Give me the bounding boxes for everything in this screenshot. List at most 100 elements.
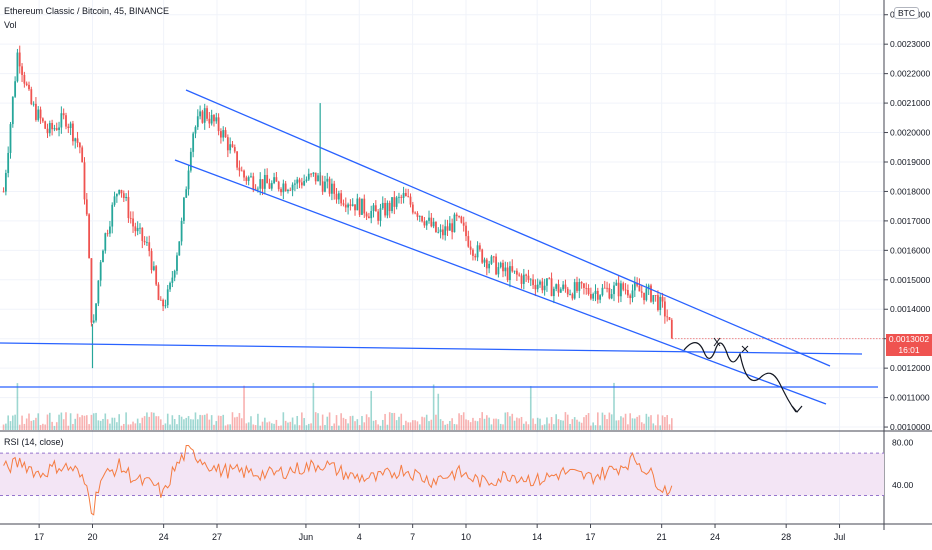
- candle-body: [400, 196, 403, 198]
- candle-body: [81, 147, 84, 163]
- volume-bar: [418, 424, 421, 430]
- candle-body: [670, 319, 673, 339]
- volume-bar: [312, 382, 315, 430]
- candle-body: [414, 212, 417, 214]
- candle-body: [532, 279, 534, 286]
- price-tick-label: 0.0021000: [890, 98, 930, 108]
- volume-bar: [472, 417, 474, 430]
- volume-bar: [562, 420, 564, 430]
- time-tick-label: 28: [781, 532, 791, 542]
- volume-bar: [305, 425, 308, 430]
- candle-body: [458, 216, 460, 217]
- candle-body: [58, 127, 60, 130]
- volume-bar: [116, 422, 118, 430]
- candle-body: [88, 214, 91, 259]
- volume-bar: [326, 416, 329, 430]
- volume-bar: [356, 419, 359, 430]
- volume-bar: [525, 421, 527, 430]
- candle-body: [354, 204, 356, 211]
- currency-badge[interactable]: BTC: [894, 7, 919, 19]
- candle-body: [370, 210, 373, 219]
- candle-body: [129, 218, 132, 219]
- volume-bar: [220, 415, 222, 430]
- candle-body: [518, 274, 521, 276]
- candle-body: [326, 178, 329, 182]
- volume-bar: [166, 413, 169, 430]
- candle-body: [159, 299, 162, 301]
- candle-body: [254, 188, 257, 190]
- candle-body: [224, 130, 227, 138]
- volume-bar: [486, 415, 488, 430]
- volume-bar: [324, 424, 326, 430]
- volume-bar: [203, 414, 206, 430]
- candle-body: [388, 202, 391, 212]
- candle-body: [259, 179, 262, 189]
- volume-bar: [400, 413, 403, 430]
- volume-bar: [2, 424, 5, 430]
- volume-bar: [169, 424, 171, 430]
- candle-body: [171, 277, 174, 283]
- volume-bar: [127, 424, 130, 430]
- volume-bar: [375, 420, 377, 430]
- volume-bar: [9, 421, 12, 430]
- volume-bar: [215, 421, 218, 430]
- candle-body: [143, 240, 146, 243]
- candle-body: [356, 198, 359, 211]
- volume-bar: [645, 413, 648, 430]
- candle-body: [411, 204, 414, 213]
- candle-body: [164, 305, 167, 307]
- candle-body: [631, 290, 634, 299]
- candle-body: [594, 290, 597, 295]
- candle-body: [134, 226, 137, 232]
- volume-bar: [18, 424, 21, 430]
- time-tick-label: 17: [34, 532, 44, 542]
- volume-bar: [430, 419, 433, 430]
- time-tick-label: 10: [461, 532, 471, 542]
- candle-body: [495, 256, 497, 275]
- candle-body: [303, 180, 306, 186]
- volume-bar: [601, 412, 604, 430]
- volume-bar: [661, 415, 664, 430]
- volume-bar: [294, 424, 296, 430]
- volume-bar: [153, 412, 155, 430]
- candle-body: [335, 193, 338, 200]
- volume-bar: [102, 418, 104, 430]
- candle-body: [7, 152, 10, 173]
- volume-bar: [564, 412, 567, 430]
- volume-bar: [488, 417, 490, 430]
- volume-bar: [213, 424, 215, 430]
- candle-body: [69, 123, 72, 128]
- candle-body: [599, 295, 602, 300]
- volume-bar: [666, 415, 668, 430]
- candle-body: [668, 317, 671, 320]
- volume-bar: [363, 422, 366, 430]
- candle-body: [541, 281, 544, 291]
- volume-bar: [187, 416, 190, 430]
- candle-body: [113, 196, 116, 205]
- candle-body: [14, 81, 17, 97]
- volume-bar: [643, 423, 645, 430]
- volume-bar: [245, 423, 248, 430]
- volume-bar: [243, 385, 245, 430]
- candle-body: [539, 281, 541, 285]
- volume-bar: [640, 422, 643, 430]
- time-tick-label: 24: [710, 532, 720, 542]
- candle-body: [333, 183, 336, 194]
- volume-bar: [301, 412, 303, 430]
- candle-body: [465, 225, 467, 237]
- volume-bar: [42, 423, 44, 430]
- volume-bar: [146, 412, 148, 430]
- volume-bar: [282, 412, 285, 430]
- projection-mark: [741, 345, 749, 353]
- candle-body: [640, 291, 643, 293]
- volume-bar: [580, 422, 583, 430]
- candle-body: [381, 202, 384, 209]
- volume-bar: [275, 419, 278, 430]
- candle-body: [310, 173, 312, 175]
- candle-body: [596, 290, 599, 300]
- candle-body: [576, 282, 578, 291]
- volume-bar: [120, 425, 123, 430]
- candle-body: [583, 283, 585, 288]
- candle-body: [548, 278, 551, 280]
